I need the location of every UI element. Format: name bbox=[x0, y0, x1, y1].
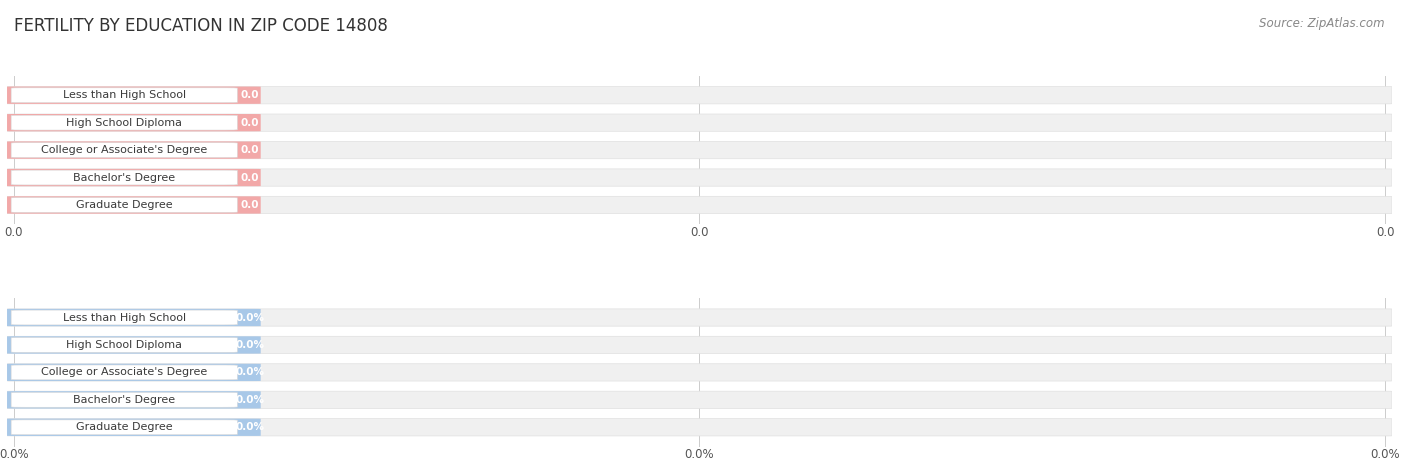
Text: 0.0%: 0.0% bbox=[235, 367, 264, 378]
FancyBboxPatch shape bbox=[7, 364, 260, 381]
FancyBboxPatch shape bbox=[7, 364, 1392, 381]
Text: 0.0: 0.0 bbox=[240, 172, 259, 182]
Text: 0.0%: 0.0% bbox=[0, 448, 28, 461]
FancyBboxPatch shape bbox=[7, 114, 260, 131]
FancyBboxPatch shape bbox=[11, 365, 238, 380]
FancyBboxPatch shape bbox=[7, 86, 260, 104]
FancyBboxPatch shape bbox=[11, 198, 238, 212]
Text: 0.0: 0.0 bbox=[240, 118, 259, 128]
Text: 0.0%: 0.0% bbox=[685, 448, 714, 461]
Text: 0.0%: 0.0% bbox=[235, 313, 264, 323]
Text: 0.0: 0.0 bbox=[690, 226, 709, 238]
FancyBboxPatch shape bbox=[7, 114, 1392, 131]
FancyBboxPatch shape bbox=[7, 196, 260, 214]
Text: Graduate Degree: Graduate Degree bbox=[76, 422, 173, 432]
Text: 0.0%: 0.0% bbox=[235, 395, 264, 405]
FancyBboxPatch shape bbox=[7, 336, 260, 353]
FancyBboxPatch shape bbox=[7, 86, 1392, 104]
FancyBboxPatch shape bbox=[7, 309, 1392, 326]
FancyBboxPatch shape bbox=[11, 88, 238, 103]
Text: High School Diploma: High School Diploma bbox=[66, 340, 183, 350]
Text: 0.0: 0.0 bbox=[240, 145, 259, 155]
Text: Source: ZipAtlas.com: Source: ZipAtlas.com bbox=[1260, 17, 1385, 29]
Text: College or Associate's Degree: College or Associate's Degree bbox=[41, 367, 208, 378]
FancyBboxPatch shape bbox=[11, 420, 238, 435]
FancyBboxPatch shape bbox=[7, 391, 1392, 408]
FancyBboxPatch shape bbox=[11, 170, 238, 185]
Text: Less than High School: Less than High School bbox=[63, 313, 186, 323]
Text: 0.0: 0.0 bbox=[4, 226, 22, 238]
FancyBboxPatch shape bbox=[7, 196, 1392, 214]
Text: 0.0%: 0.0% bbox=[235, 340, 264, 350]
FancyBboxPatch shape bbox=[7, 391, 260, 408]
Text: 0.0%: 0.0% bbox=[235, 422, 264, 432]
Text: 0.0: 0.0 bbox=[1376, 226, 1395, 238]
FancyBboxPatch shape bbox=[7, 309, 260, 326]
FancyBboxPatch shape bbox=[11, 310, 238, 325]
Text: High School Diploma: High School Diploma bbox=[66, 118, 183, 128]
FancyBboxPatch shape bbox=[7, 169, 260, 186]
FancyBboxPatch shape bbox=[7, 418, 1392, 436]
Text: Bachelor's Degree: Bachelor's Degree bbox=[73, 172, 176, 182]
Text: Graduate Degree: Graduate Degree bbox=[76, 200, 173, 210]
FancyBboxPatch shape bbox=[7, 169, 1392, 186]
FancyBboxPatch shape bbox=[11, 115, 238, 130]
Text: 0.0: 0.0 bbox=[240, 200, 259, 210]
Text: 0.0: 0.0 bbox=[240, 90, 259, 100]
FancyBboxPatch shape bbox=[11, 338, 238, 352]
FancyBboxPatch shape bbox=[7, 142, 1392, 159]
Text: FERTILITY BY EDUCATION IN ZIP CODE 14808: FERTILITY BY EDUCATION IN ZIP CODE 14808 bbox=[14, 17, 388, 35]
FancyBboxPatch shape bbox=[7, 336, 1392, 353]
FancyBboxPatch shape bbox=[7, 418, 260, 436]
Text: Bachelor's Degree: Bachelor's Degree bbox=[73, 395, 176, 405]
FancyBboxPatch shape bbox=[11, 392, 238, 407]
Text: College or Associate's Degree: College or Associate's Degree bbox=[41, 145, 208, 155]
Text: 0.0%: 0.0% bbox=[1371, 448, 1400, 461]
FancyBboxPatch shape bbox=[11, 142, 238, 158]
FancyBboxPatch shape bbox=[7, 142, 260, 159]
Text: Less than High School: Less than High School bbox=[63, 90, 186, 100]
